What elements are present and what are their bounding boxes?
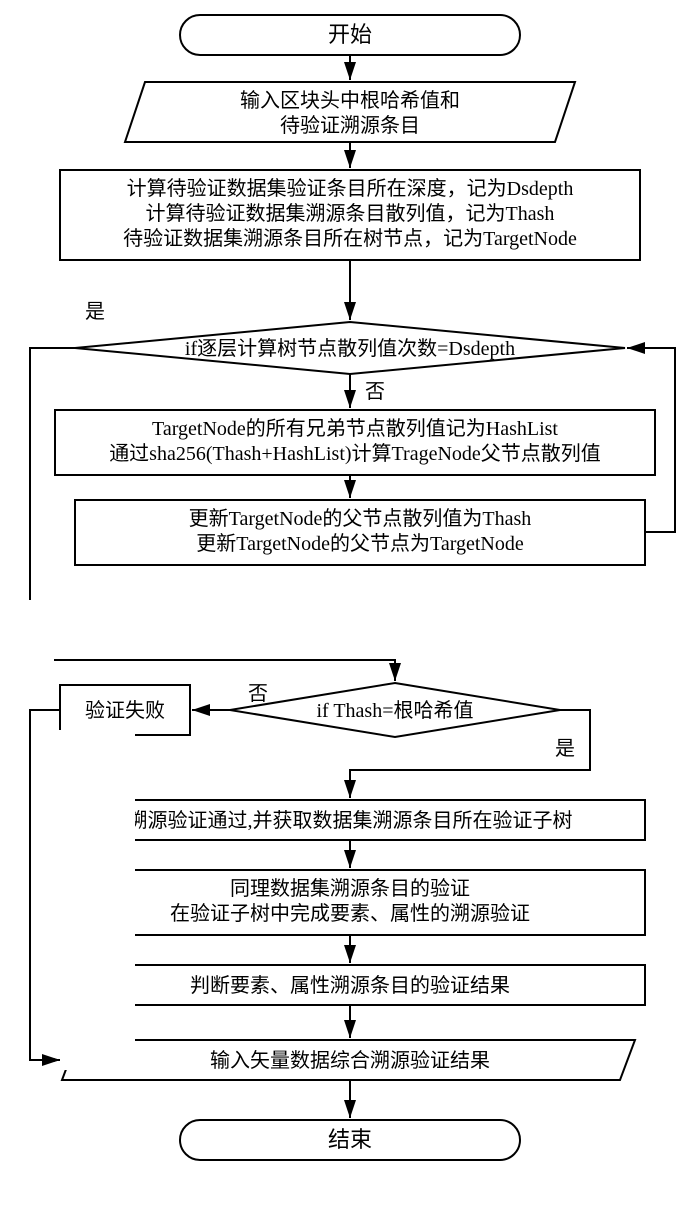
output-text: 输入矢量数据综合溯源验证结果 — [210, 1049, 490, 1072]
input-node: 输入区块头中根哈希值和 待验证溯源条目 — [125, 82, 575, 142]
decision1-text: if逐层计算树节点散列值次数=Dsdepth — [185, 337, 515, 360]
process1-node: 计算待验证数据集验证条目所在深度，记为Dsdepth 计算待验证数据集溯源条目散… — [60, 170, 640, 260]
process2-node: TargetNode的所有兄弟节点散列值记为HashList 通过sha256(… — [55, 410, 655, 475]
start-label: 开始 — [328, 22, 372, 47]
decision2-no-label: 否 — [248, 683, 268, 705]
process5-line1: 同理数据集溯源条目的验证 — [230, 877, 470, 900]
start-node: 开始 — [180, 15, 520, 55]
end-node: 结束 — [180, 1120, 520, 1160]
input-line1: 输入区块头中根哈希值和 — [240, 89, 460, 112]
process3-line1: 更新TargetNode的父节点散列值为Thash — [189, 507, 532, 530]
decision2-text: if Thash=根哈希值 — [316, 699, 473, 722]
end-label: 结束 — [328, 1127, 372, 1152]
flowchart-diagram: 开始 输入区块头中根哈希值和 待验证溯源条目 计算待验证数据集验证条目所在深度，… — [0, 0, 700, 1209]
process1-line3: 待验证数据集溯源条目所在树节点，记为TargetNode — [123, 227, 577, 250]
process2-line2: 通过sha256(Thash+HashList)计算TrageNode父节点散列… — [109, 442, 601, 465]
process4-text: 溯源验证通过,并获取数据集溯源条目所在验证子树 — [128, 809, 573, 832]
process6-node: 判断要素、属性溯源条目的验证结果 — [55, 965, 645, 1005]
decision2-node: if Thash=根哈希值 — [230, 683, 560, 737]
process5-node: 同理数据集溯源条目的验证 在验证子树中完成要素、属性的溯源验证 — [55, 870, 645, 935]
decision1-no-label: 否 — [365, 381, 385, 403]
input-line2: 待验证溯源条目 — [280, 114, 420, 137]
process2-line1: TargetNode的所有兄弟节点散列值记为HashList — [152, 417, 558, 440]
fail-node: 验证失败 — [60, 685, 190, 735]
decision1-yes-label: 是 — [85, 301, 105, 323]
process4-node: 溯源验证通过,并获取数据集溯源条目所在验证子树 — [55, 800, 645, 840]
process1-line2: 计算待验证数据集溯源条目散列值，记为Thash — [146, 202, 555, 225]
process6-text: 判断要素、属性溯源条目的验证结果 — [190, 974, 510, 997]
decision2-yes-label: 是 — [555, 738, 575, 760]
decision1-node: if逐层计算树节点散列值次数=Dsdepth — [75, 322, 625, 374]
process5-line2: 在验证子树中完成要素、属性的溯源验证 — [170, 902, 530, 925]
fail-text: 验证失败 — [85, 699, 165, 722]
output-node: 输入矢量数据综合溯源验证结果 — [62, 1040, 635, 1080]
process3-node: 更新TargetNode的父节点散列值为Thash 更新TargetNode的父… — [75, 500, 645, 565]
process1-line1: 计算待验证数据集验证条目所在深度，记为Dsdepth — [127, 177, 574, 200]
process3-line2: 更新TargetNode的父节点为TargetNode — [196, 532, 524, 555]
